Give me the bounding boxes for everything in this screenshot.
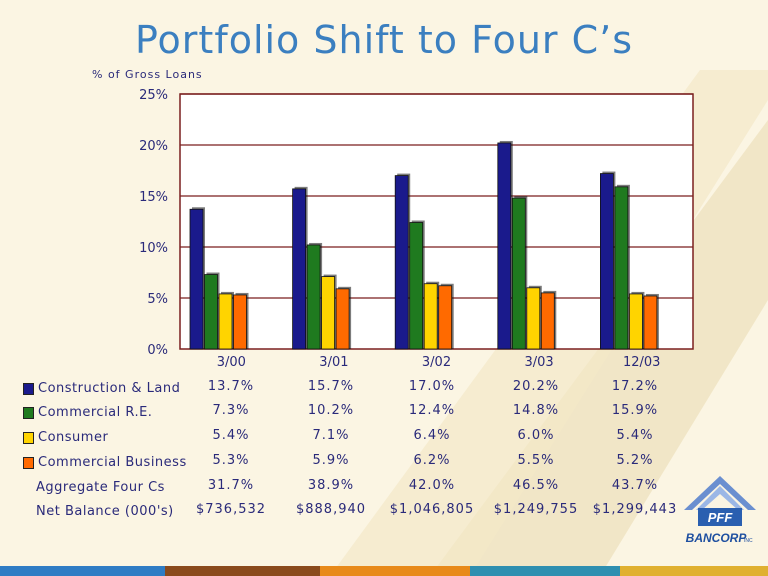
table-cell: 5.3% (212, 453, 250, 468)
table-cell: 43.7% (611, 478, 659, 493)
legend-label: Commercial Business (38, 455, 187, 470)
legend-label: Aggregate Four Cs (36, 480, 165, 495)
table-cell: 10.2% (307, 403, 355, 418)
bar (526, 287, 541, 350)
y-tick-label: 20% (139, 139, 168, 154)
x-tick-label: 3/01 (319, 355, 348, 370)
table-cell: 15.7% (307, 379, 355, 394)
table-cell: $736,532 (195, 502, 267, 517)
pff-bancorp-logo: PFF BANCORP INC (680, 472, 760, 552)
table-row-label: Construction & Land (23, 381, 180, 396)
bar (600, 173, 614, 350)
table-cell: 42.0% (408, 478, 456, 493)
table-cell: 5.5% (517, 453, 555, 468)
footer-strip-teal (470, 566, 620, 576)
bar (409, 222, 424, 350)
table-cell: $1,299,443 (592, 502, 678, 517)
legend-swatch (23, 382, 34, 395)
logo-name: BANCORP (686, 531, 748, 545)
bar (423, 283, 438, 350)
table-cell: 6.4% (413, 428, 451, 443)
bar (233, 294, 247, 350)
logo-suffix: INC (744, 538, 753, 544)
bar (497, 142, 512, 350)
x-tick-label: 3/03 (524, 355, 553, 370)
bar (511, 197, 526, 350)
table-cell: $1,249,755 (493, 502, 579, 517)
x-tick-label: 3/00 (217, 355, 246, 370)
table-cell: 31.7% (207, 478, 255, 493)
table-row-label: Net Balance (000's) (36, 504, 174, 519)
legend-label: Commercial R.E. (38, 405, 153, 420)
table-cell: 38.9% (307, 478, 355, 493)
logo-mark: PFF (708, 510, 734, 525)
y-tick-label: 5% (147, 292, 168, 307)
y-tick-label: 0% (147, 343, 168, 358)
legend-swatch (23, 456, 34, 469)
table-cell: 7.3% (212, 403, 250, 418)
bar (204, 274, 218, 350)
table-cell: 15.9% (611, 403, 659, 418)
house-logo-icon: PFF BANCORP INC (684, 476, 756, 545)
table-cell: $1,046,805 (389, 502, 475, 517)
footer-strip-blue (0, 566, 165, 576)
footer-strip-gold (620, 566, 768, 576)
bar (540, 292, 555, 350)
table-cell: $888,940 (295, 502, 367, 517)
table-row-label: Commercial R.E. (23, 405, 152, 420)
bar (438, 285, 453, 350)
legend-label: Consumer (38, 430, 109, 445)
bar (614, 186, 629, 350)
bar (629, 293, 643, 350)
chart-subtitle: % of Gross Loans (92, 68, 203, 81)
x-tick-label: 12/03 (623, 355, 660, 370)
table-cell: 6.2% (413, 453, 451, 468)
table-cell: 20.2% (512, 379, 560, 394)
table-cell: 13.7% (207, 379, 255, 394)
bar (189, 208, 204, 350)
y-tick-label: 10% (139, 241, 168, 256)
table-row-label: Commercial Business (23, 455, 187, 470)
table-cell: 5.4% (212, 428, 250, 443)
table-cell: 7.1% (312, 428, 350, 443)
table-cell: 5.9% (312, 453, 350, 468)
table-cell: 17.0% (408, 379, 456, 394)
y-tick-label: 15% (139, 190, 168, 205)
table-cell: 12.4% (408, 403, 456, 418)
bar (218, 293, 233, 350)
table-row-label: Aggregate Four Cs (36, 480, 165, 495)
x-tick-label: 3/02 (422, 355, 451, 370)
footer-strip-brown (165, 566, 320, 576)
y-tick-label: 25% (139, 88, 168, 103)
table-row-label: Consumer (23, 430, 108, 445)
table-cell: 14.8% (512, 403, 560, 418)
table-cell: 6.0% (517, 428, 555, 443)
legend-label: Construction & Land (38, 381, 181, 396)
bar (335, 288, 350, 350)
footer-strip-orange (320, 566, 470, 576)
page-title: Portfolio Shift to Four C’s (134, 18, 634, 62)
bar (292, 188, 307, 350)
table-cell: 5.4% (616, 428, 654, 443)
bar (643, 295, 658, 350)
table-cell: 5.2% (616, 453, 654, 468)
bar (306, 244, 321, 350)
bar (394, 175, 409, 350)
legend-swatch (23, 406, 34, 419)
table-cell: 46.5% (512, 478, 560, 493)
legend-swatch (23, 431, 34, 444)
table-cell: 17.2% (611, 379, 659, 394)
bar (321, 276, 336, 350)
legend-label: Net Balance (000's) (36, 504, 174, 519)
